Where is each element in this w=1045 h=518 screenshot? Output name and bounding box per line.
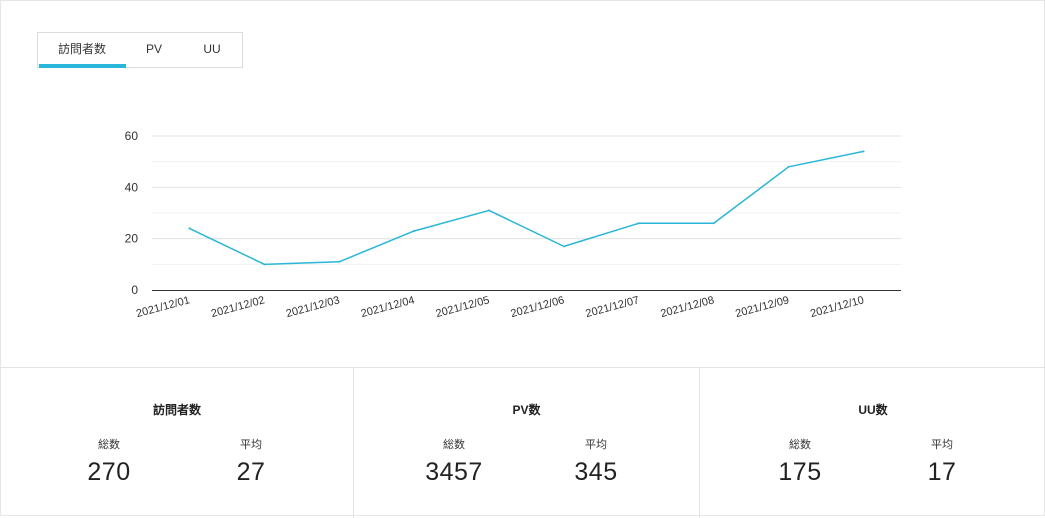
stat-average: 平均 17	[882, 436, 1002, 487]
data-point	[787, 165, 790, 168]
stat-panel-visitors: 訪問者数 総数 270 平均 27	[1, 368, 354, 518]
data-point	[862, 150, 865, 153]
x-tick-label: 2021/12/04	[360, 294, 416, 320]
stats-row: 訪問者数 総数 270 平均 27 PV数 総数 3457 平均 345 UU数	[1, 367, 1045, 518]
line-chart: 0 20 40 60 2021/12/01 2021/12/02 2021/12/03 202…	[125, 129, 901, 320]
stat-title: PV数	[512, 403, 541, 417]
stat-total-value: 270	[87, 458, 131, 486]
stat-total-label: 総数	[789, 439, 811, 451]
stat-average-label: 平均	[931, 439, 953, 451]
x-tick-label: 2021/12/03	[285, 294, 341, 320]
tab-uu[interactable]: UU	[203, 42, 221, 56]
data-point	[188, 227, 191, 230]
data-point	[712, 222, 715, 225]
data-point	[637, 222, 640, 225]
stat-average-label: 平均	[585, 439, 607, 451]
stat-total-label: 総数	[443, 439, 465, 451]
y-tick-label: 60	[125, 129, 139, 143]
tab-visitors[interactable]: 訪問者数	[38, 33, 126, 68]
tab-pv[interactable]: PV	[145, 42, 162, 56]
stat-panel-uu: UU数 総数 175 平均 17	[700, 368, 1045, 518]
x-tick-label: 2021/12/06	[509, 294, 565, 320]
stat-total-label: 総数	[98, 439, 120, 451]
stat-title: 訪問者数	[152, 403, 201, 417]
stat-average-value: 17	[927, 458, 957, 486]
data-point	[338, 260, 341, 263]
data-point	[413, 229, 416, 232]
metric-tabs: 訪問者数 PV UU	[37, 32, 243, 68]
stat-average: 平均 27	[191, 436, 311, 487]
stat-panel-pv: PV数 総数 3457 平均 345	[354, 368, 700, 518]
data-point	[488, 209, 491, 212]
x-tick-label: 2021/12/09	[734, 294, 790, 320]
y-tick-label: 0	[131, 283, 138, 297]
stat-total-value: 175	[778, 458, 822, 486]
stat-average-label: 平均	[240, 439, 262, 451]
stat-average: 平均 345	[536, 436, 656, 487]
stat-total: 総数 175	[740, 436, 860, 487]
stat-average-value: 345	[574, 458, 618, 486]
stat-title: UU数	[858, 403, 888, 417]
x-tick-label: 2021/12/01	[135, 294, 191, 320]
stat-total: 総数 270	[49, 436, 169, 487]
x-tick-label: 2021/12/07	[584, 294, 640, 320]
x-tick-label: 2021/12/05	[435, 294, 491, 320]
series-line	[189, 150, 864, 266]
data-point	[562, 245, 565, 248]
y-tick-label: 40	[125, 180, 139, 194]
y-tick-label: 20	[125, 232, 139, 246]
x-tick-label: 2021/12/02	[210, 294, 266, 320]
x-tick-label: 2021/12/10	[809, 294, 865, 320]
stat-total-value: 3457	[425, 458, 483, 486]
x-tick-label: 2021/12/08	[659, 294, 715, 320]
stat-average-value: 27	[236, 458, 266, 486]
stat-total: 総数 3457	[394, 436, 514, 487]
data-point	[263, 263, 266, 266]
